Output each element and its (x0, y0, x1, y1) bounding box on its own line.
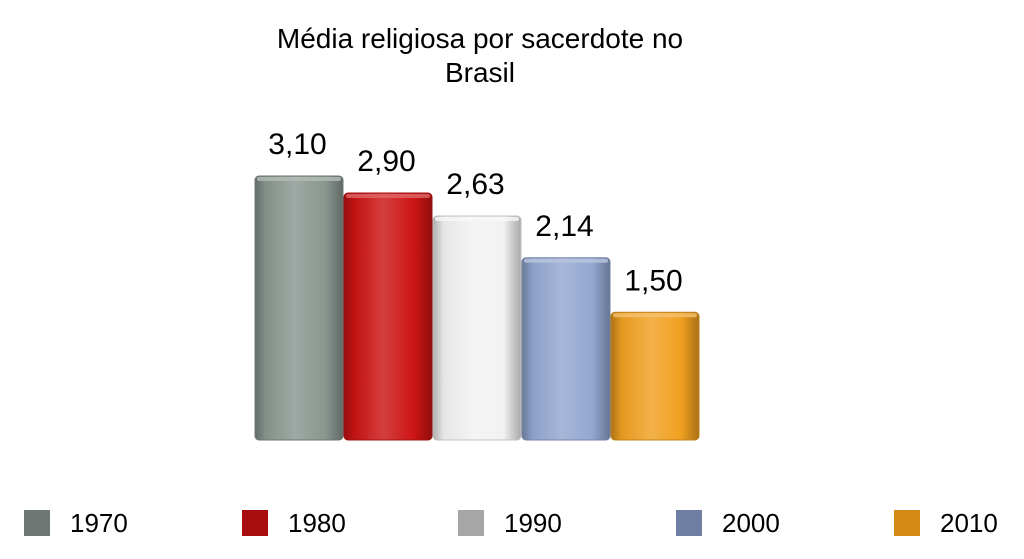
bar-top-highlight-2010 (613, 313, 697, 318)
bar-top-highlight-1970 (257, 177, 341, 181)
bar-2010 (610, 311, 700, 441)
bar-top-highlight-2000 (524, 258, 608, 263)
legend-item-1990: 1990 (458, 503, 562, 543)
value-label-1970: 3,10 (268, 128, 326, 161)
bars-layer (254, 175, 700, 441)
legend-swatch-1970 (24, 510, 50, 536)
bar-1970 (254, 175, 344, 441)
bar-1990 (432, 215, 522, 441)
legend-swatch-1990 (458, 510, 484, 536)
value-label-1990: 2,63 (446, 168, 504, 201)
legend-item-1970: 1970 (24, 503, 128, 543)
legend-item-2010: 2010 (894, 503, 998, 543)
value-label-2010: 1,50 (624, 264, 682, 297)
legend-swatch-1980 (242, 510, 268, 536)
chart-title-line-1: Média religiosa por sacerdote no (276, 23, 684, 54)
bar-2000 (521, 257, 611, 441)
legend-label-1990: 1990 (504, 507, 562, 538)
legend-label-1980: 1980 (288, 507, 346, 538)
chart-title: Média religiosa por sacerdote no Brasil (180, 22, 780, 90)
legend-label-1970: 1970 (70, 507, 128, 538)
legend: 1970 1980 1990 2000 2010 (0, 503, 1024, 543)
bar-chart: 3,10 2,90 2,63 2,14 1,50 (254, 128, 700, 441)
bar-1980 (343, 192, 433, 441)
legend-label-2000: 2000 (722, 507, 780, 538)
value-label-1980: 2,90 (357, 145, 415, 178)
legend-item-2000: 2000 (676, 503, 780, 543)
legend-swatch-2000 (676, 510, 702, 536)
chart-title-line-2: Brasil (444, 57, 515, 88)
legend-label-2010: 2010 (940, 507, 998, 538)
value-label-2000: 2,14 (535, 210, 593, 243)
bar-top-highlight-1990 (435, 217, 519, 222)
value-labels-layer: 3,10 2,90 2,63 2,14 1,50 (268, 128, 682, 297)
bar-top-highlight-1980 (346, 194, 430, 199)
legend-item-1980: 1980 (242, 503, 346, 543)
legend-swatch-2010 (894, 510, 920, 536)
